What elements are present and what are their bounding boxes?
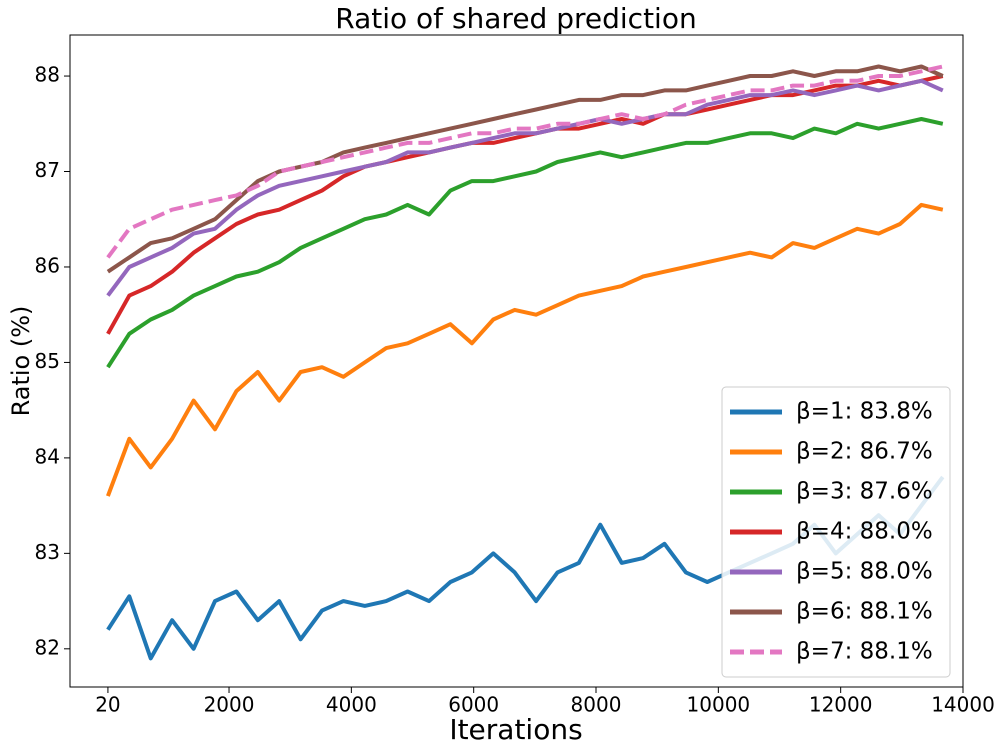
series-line bbox=[106, 64, 944, 259]
x-tick-label: 10000 bbox=[687, 693, 751, 717]
y-tick-label: 84 bbox=[35, 444, 60, 468]
x-tick-label: 2000 bbox=[204, 693, 255, 717]
y-tick-label: 87 bbox=[35, 158, 60, 182]
y-tick-label: 88 bbox=[35, 63, 60, 87]
y-tick-label: 85 bbox=[35, 349, 60, 373]
x-tick-label: 4000 bbox=[326, 693, 377, 717]
series-line bbox=[106, 117, 944, 369]
series-line bbox=[106, 202, 944, 497]
y-tick-label: 83 bbox=[35, 540, 60, 564]
y-tick-label: 86 bbox=[35, 253, 60, 277]
x-tick-label: 14000 bbox=[931, 693, 995, 717]
legend-label: β=1: 83.8% bbox=[796, 399, 933, 425]
legend-box bbox=[721, 386, 951, 678]
x-tick-label: 8000 bbox=[571, 693, 622, 717]
legend-label: β=7: 88.1% bbox=[796, 639, 933, 665]
legend-label: β=2: 86.7% bbox=[796, 439, 933, 465]
legend-label: β=6: 88.1% bbox=[796, 599, 933, 625]
legend-label: β=5: 88.0% bbox=[796, 559, 933, 585]
x-tick-label: 12000 bbox=[809, 693, 873, 717]
x-tick-label: 20 bbox=[95, 693, 120, 717]
y-axis-label: Ratio (%) bbox=[7, 306, 35, 417]
legend-label: β=4: 88.0% bbox=[796, 519, 933, 545]
chart-title: Ratio of shared prediction bbox=[335, 2, 696, 35]
plot-frame bbox=[69, 34, 964, 688]
x-axis-label: Iterations bbox=[449, 713, 582, 746]
y-tick-label: 82 bbox=[35, 635, 60, 659]
series-line bbox=[106, 64, 944, 274]
x-tick-label: 6000 bbox=[448, 693, 499, 717]
legend-label: β=3: 87.6% bbox=[796, 479, 933, 505]
series-line bbox=[106, 78, 944, 297]
